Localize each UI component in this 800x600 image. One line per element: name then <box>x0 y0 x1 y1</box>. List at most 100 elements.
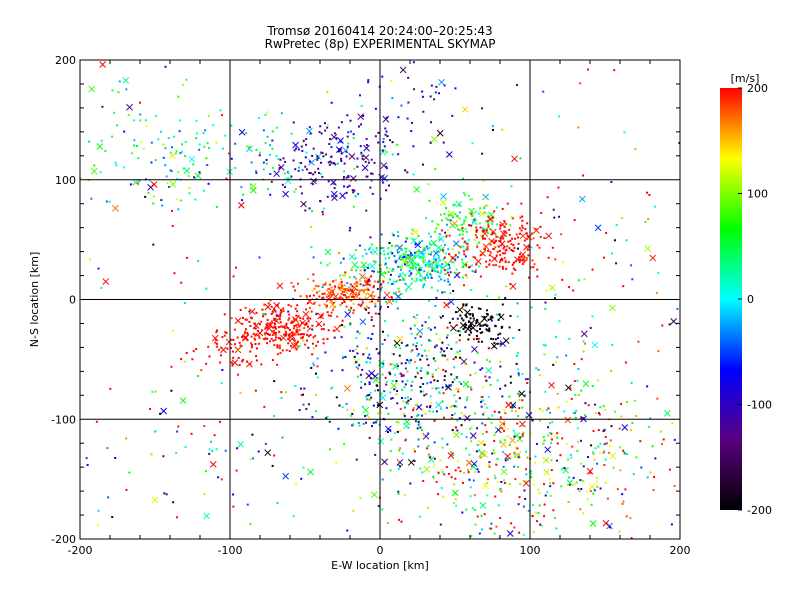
data-point <box>234 142 237 145</box>
data-point <box>116 124 119 127</box>
data-point <box>270 337 273 340</box>
data-point <box>460 223 463 226</box>
data-point <box>487 221 490 224</box>
data-point <box>139 119 142 122</box>
data-point <box>416 403 419 406</box>
data-point <box>550 459 553 462</box>
data-point <box>544 301 547 304</box>
data-point <box>504 384 507 387</box>
data-point <box>461 230 464 233</box>
data-point <box>293 190 296 193</box>
data-point-x <box>479 250 487 257</box>
data-point <box>284 327 287 330</box>
data-point <box>463 253 466 256</box>
data-point <box>427 364 430 367</box>
data-point <box>215 141 218 144</box>
data-point <box>105 200 108 203</box>
data-point <box>475 263 478 266</box>
data-point <box>349 309 352 312</box>
data-point <box>537 511 540 514</box>
data-point <box>369 392 372 395</box>
data-point <box>266 318 269 321</box>
data-point <box>400 362 403 365</box>
data-point <box>336 162 339 165</box>
data-point <box>307 335 310 338</box>
data-point-x <box>292 341 300 349</box>
data-point <box>245 132 248 135</box>
data-point <box>421 239 424 242</box>
data-point <box>554 434 557 437</box>
data-point <box>458 229 461 232</box>
data-point <box>447 213 450 216</box>
data-point-x <box>518 390 526 398</box>
data-point <box>411 349 414 352</box>
data-point <box>441 263 444 266</box>
data-point <box>501 252 504 255</box>
data-point <box>608 526 611 529</box>
data-point <box>385 301 388 304</box>
data-point <box>273 323 276 326</box>
data-point <box>567 476 570 479</box>
data-point <box>165 493 168 496</box>
data-point <box>567 458 570 461</box>
data-point <box>481 399 484 402</box>
data-point <box>580 487 583 490</box>
data-point <box>396 251 399 254</box>
data-point <box>446 326 449 329</box>
data-point <box>491 452 494 455</box>
data-point <box>125 437 128 440</box>
data-point <box>379 252 382 255</box>
data-point <box>473 361 476 364</box>
data-point <box>573 412 576 415</box>
data-point <box>370 158 373 161</box>
data-point <box>456 256 459 259</box>
data-point <box>610 369 613 372</box>
data-point <box>470 325 473 328</box>
data-point <box>484 375 487 378</box>
data-point <box>485 228 488 231</box>
data-point <box>197 259 200 262</box>
colorbar-tick-label: 0 <box>747 293 754 306</box>
data-point <box>455 376 458 379</box>
data-point <box>356 330 359 333</box>
data-point <box>384 376 387 379</box>
data-point <box>401 452 404 455</box>
data-point <box>317 285 320 288</box>
data-point <box>208 448 211 451</box>
data-point <box>556 436 559 439</box>
data-point <box>371 300 374 303</box>
data-point <box>651 445 654 448</box>
data-point <box>232 505 235 508</box>
data-point <box>332 280 335 283</box>
data-point <box>502 465 505 468</box>
data-point <box>208 355 211 358</box>
data-point <box>480 340 483 343</box>
data-point <box>362 353 365 356</box>
data-point <box>477 337 480 340</box>
data-point <box>359 283 362 286</box>
data-point <box>417 235 420 238</box>
data-point <box>420 279 423 282</box>
data-point <box>470 426 473 429</box>
data-point <box>273 380 276 383</box>
data-point <box>198 143 201 146</box>
data-point <box>330 101 333 104</box>
data-point <box>604 409 607 412</box>
data-point <box>204 129 207 132</box>
data-point <box>295 329 298 332</box>
data-point <box>547 426 550 429</box>
data-point <box>506 428 509 431</box>
data-point <box>403 278 406 281</box>
data-point <box>165 175 168 178</box>
data-point <box>365 287 368 290</box>
data-point <box>338 252 341 255</box>
data-point <box>299 333 302 336</box>
data-point <box>205 157 208 160</box>
data-point <box>276 304 279 307</box>
data-point <box>248 310 251 313</box>
data-point <box>521 399 524 402</box>
data-point <box>435 296 438 299</box>
data-point <box>526 456 529 459</box>
data-point <box>312 256 315 259</box>
data-point <box>586 498 589 501</box>
